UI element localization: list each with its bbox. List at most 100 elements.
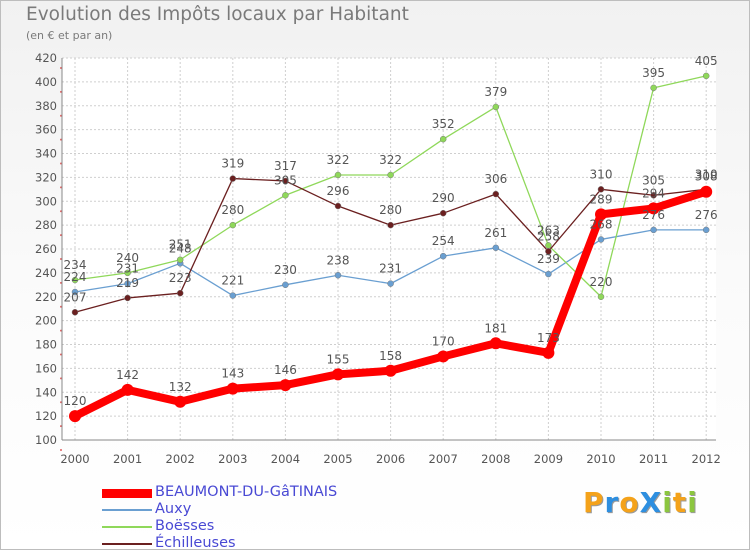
data-label: 395: [642, 66, 665, 80]
data-point: [597, 186, 605, 193]
data-label: 258: [537, 229, 560, 243]
y-tick-label: 220: [35, 290, 57, 304]
y-tick-label: 300: [35, 194, 57, 208]
data-point: [229, 221, 237, 229]
y-tick-label: 380: [35, 99, 57, 113]
data-label: 143: [221, 367, 244, 381]
data-label: 319: [221, 157, 244, 171]
x-tick-label: 2006: [376, 452, 405, 466]
data-label: 294: [642, 186, 665, 200]
x-tick-label: 2008: [481, 452, 510, 466]
data-label: 158: [379, 349, 402, 363]
y-tick-label: 280: [35, 218, 57, 232]
data-label: 254: [432, 234, 455, 248]
y-tick-label: 240: [35, 266, 57, 280]
data-point: [437, 350, 450, 363]
x-tick-label: 2000: [60, 452, 89, 466]
data-point: [71, 288, 79, 296]
data-point: [597, 293, 605, 300]
data-label: 207: [64, 290, 87, 304]
y-tick-label: 420: [35, 51, 57, 65]
data-label: 248: [169, 241, 192, 255]
data-label: 322: [327, 153, 350, 167]
legend-swatch: [102, 509, 152, 511]
data-point: [492, 244, 500, 252]
y-tick-label: 340: [35, 147, 57, 161]
data-point: [121, 383, 134, 396]
data-point: [387, 221, 394, 229]
data-point: [71, 276, 79, 284]
data-point: [595, 208, 607, 221]
logo-letter: i: [687, 486, 698, 519]
data-label: 239: [537, 252, 560, 266]
proxiti-logo: ProXiti: [583, 486, 698, 519]
y-tick-label: 120: [35, 409, 57, 423]
data-point: [384, 364, 397, 377]
legend-swatch: [102, 488, 152, 498]
chart-title: Evolution des Impôts locaux par Habitant: [26, 4, 409, 25]
data-label: 352: [432, 117, 455, 131]
legend-label: Auxy: [155, 501, 192, 517]
data-label: 146: [274, 363, 297, 377]
data-label: 276: [695, 208, 718, 222]
data-label: 289: [590, 192, 613, 206]
data-label: 240: [116, 251, 139, 265]
data-point: [226, 382, 239, 395]
data-point: [71, 309, 79, 316]
data-point: [282, 192, 289, 199]
data-point: [545, 248, 552, 255]
data-point: [334, 171, 342, 179]
data-point: [229, 175, 237, 182]
data-label: 173: [537, 331, 560, 345]
y-tick-label: 180: [35, 338, 57, 352]
data-point: [174, 395, 187, 408]
data-point: [176, 256, 184, 263]
legend-label: Échilleuses: [155, 535, 236, 551]
data-label: 310: [590, 167, 613, 181]
data-label: 120: [64, 394, 87, 408]
series-lines: [69, 72, 713, 423]
x-tick-label: 2002: [166, 452, 195, 466]
data-point: [700, 185, 713, 198]
data-point: [279, 379, 292, 392]
legend-label: BEAUMONT-DU-GâTINAIS: [155, 484, 338, 500]
data-label: 306: [484, 172, 507, 186]
x-tick-label: 2012: [692, 452, 721, 466]
y-tick-label: 100: [35, 433, 57, 447]
y-tick-label: 260: [35, 242, 57, 256]
data-point: [229, 292, 237, 299]
logo-letter: i: [662, 486, 673, 519]
data-point: [545, 270, 552, 278]
data-point: [647, 202, 660, 215]
data-label: 220: [590, 275, 613, 289]
y-tick-label: 200: [35, 314, 57, 328]
data-point: [282, 281, 289, 289]
y-tick-label: 140: [35, 385, 57, 399]
data-label: 170: [432, 334, 455, 348]
data-label: 280: [379, 203, 402, 217]
grid: [62, 57, 716, 441]
data-label: 310: [695, 167, 718, 181]
chart-subtitle: (en € et par an): [26, 29, 113, 42]
data-point: [650, 192, 657, 199]
data-label: 263: [537, 223, 560, 237]
x-tick-label: 2009: [534, 452, 563, 466]
logo-letter: P: [583, 486, 605, 519]
data-point: [387, 280, 394, 287]
data-label: 261: [484, 226, 507, 240]
data-point: [492, 190, 500, 198]
data-label: 132: [169, 380, 192, 394]
y-tick-label: 320: [35, 170, 57, 184]
data-point: [124, 294, 131, 302]
data-label: 155: [327, 352, 350, 366]
data-point: [124, 269, 131, 277]
x-tick-label: 2004: [271, 452, 300, 466]
data-label: 280: [221, 203, 244, 217]
data-point: [69, 410, 81, 423]
legend-label: Boësses: [155, 518, 215, 534]
data-label: 231: [116, 262, 139, 276]
data-point: [650, 226, 657, 234]
data-label: 234: [64, 258, 87, 272]
data-point: [124, 280, 131, 287]
